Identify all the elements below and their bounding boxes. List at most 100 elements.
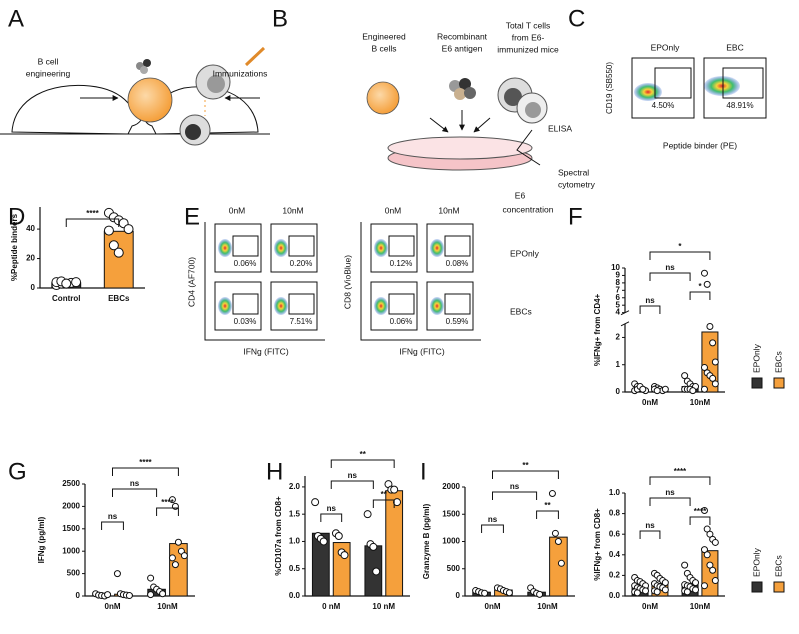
diagram-label: Spectral bbox=[558, 167, 589, 177]
data-point bbox=[369, 542, 378, 551]
diagram-label: from E6- bbox=[512, 32, 545, 42]
flow-row-label: EBCs bbox=[510, 306, 532, 316]
flow-e: 0nM 10nM 0nM 10nM E6 concentration EPOnl… bbox=[186, 190, 554, 356]
gate-percent: 0.20% bbox=[290, 259, 313, 268]
axis-label: CD4 (AF700) bbox=[186, 257, 196, 307]
y-tick-label: 5 bbox=[616, 300, 621, 309]
significance-bracket bbox=[101, 521, 124, 530]
significance-label: **** bbox=[139, 458, 152, 467]
significance-bracket bbox=[330, 459, 395, 468]
data-point bbox=[103, 225, 114, 236]
significance-label: ns bbox=[488, 515, 498, 524]
bar bbox=[701, 550, 719, 597]
data-point bbox=[692, 579, 700, 587]
y-tick-label: 0 bbox=[456, 591, 461, 600]
y-tick-label: 2000 bbox=[62, 502, 80, 511]
flow-column-label: 10nM bbox=[438, 205, 459, 215]
y-tick-label: 2000 bbox=[442, 482, 460, 491]
y-tick-label: 9 bbox=[616, 271, 621, 280]
data-point bbox=[536, 590, 544, 598]
diagram-label: immunized mice bbox=[497, 44, 559, 54]
y-tick-label: 1.0 bbox=[289, 537, 301, 546]
x-tick-label: 10 nM bbox=[372, 602, 395, 611]
y-tick-label: 0.2 bbox=[609, 571, 621, 580]
gate-percent: 0.06% bbox=[234, 259, 257, 268]
legend-label: EBCs bbox=[773, 351, 783, 373]
significance-label: ns bbox=[130, 479, 140, 488]
data-point bbox=[642, 587, 650, 595]
data-point bbox=[703, 551, 711, 559]
significance-label: ns bbox=[108, 512, 118, 521]
data-point bbox=[311, 498, 320, 507]
significance-bracket bbox=[639, 530, 661, 539]
y-tick-label: 4 bbox=[616, 308, 621, 317]
y-tick-label: 1.5 bbox=[289, 509, 301, 518]
data-point bbox=[653, 588, 661, 596]
flow-gate bbox=[444, 235, 471, 257]
diagram-label: cytometry bbox=[558, 179, 596, 189]
y-tick-label: 0.0 bbox=[289, 591, 301, 600]
significance-bracket bbox=[649, 476, 711, 485]
significance-label: ns bbox=[645, 296, 655, 305]
significance-bracket bbox=[372, 499, 395, 508]
data-point bbox=[661, 385, 669, 393]
gate-percent: 4.50% bbox=[652, 101, 675, 110]
significance-bracket bbox=[156, 507, 179, 516]
y-tick-label: 2500 bbox=[62, 479, 80, 488]
flow-density bbox=[218, 297, 232, 315]
x-tick-label: 0 nM bbox=[322, 602, 341, 611]
y-tick-label: 0.6 bbox=[609, 529, 621, 538]
data-point bbox=[108, 240, 119, 251]
flow-row-label: EPOnly bbox=[510, 248, 540, 258]
data-point bbox=[709, 339, 717, 347]
data-point bbox=[168, 496, 176, 504]
diagram-label: Recombinant bbox=[437, 31, 488, 41]
data-point bbox=[174, 538, 182, 546]
flow-column-label: 0nM bbox=[229, 205, 246, 215]
diagram-label: Total T cells bbox=[506, 20, 551, 30]
flow-gate bbox=[288, 293, 315, 315]
significance-label: **** bbox=[674, 467, 687, 476]
x-tick-label: 0nM bbox=[642, 602, 658, 611]
significance-bracket bbox=[330, 480, 374, 489]
data-point bbox=[481, 589, 489, 597]
data-point bbox=[372, 567, 381, 576]
data-point bbox=[551, 529, 559, 537]
data-point bbox=[700, 363, 708, 371]
y-tick-label: 1500 bbox=[62, 524, 80, 533]
flow-column-label: EBC bbox=[726, 42, 743, 52]
flow-column-label: 0nM bbox=[385, 205, 402, 215]
data-point bbox=[711, 358, 719, 366]
flow-gate bbox=[232, 235, 259, 257]
data-point bbox=[159, 590, 167, 598]
y-tick-label: 6 bbox=[616, 293, 621, 302]
x-tick-label: 10nM bbox=[537, 602, 558, 611]
data-point bbox=[104, 591, 112, 599]
flow-density bbox=[374, 297, 388, 315]
data-point bbox=[711, 538, 719, 546]
y-tick-label: 10 bbox=[611, 263, 620, 272]
y-axis-label: IFNg (pg/ml) bbox=[37, 516, 46, 563]
data-point bbox=[703, 280, 711, 288]
y-axis-label: Granzyme B (pg/ml) bbox=[422, 503, 431, 579]
significance-label: ** bbox=[381, 490, 388, 499]
y-tick-label: 500 bbox=[447, 564, 461, 573]
gate-percent: 7.51% bbox=[290, 317, 313, 326]
diagram-a: B cell engineering Immunizations bbox=[0, 46, 270, 146]
flow-gate bbox=[388, 235, 415, 257]
gate-percent: 0.08% bbox=[446, 259, 469, 268]
flow-gate bbox=[444, 293, 471, 315]
data-point bbox=[700, 507, 708, 515]
gate-percent: 0.12% bbox=[390, 259, 413, 268]
y-tick-label: 1.0 bbox=[609, 488, 621, 497]
significance-label: ** bbox=[522, 461, 529, 470]
data-point bbox=[363, 510, 372, 519]
flow-c: EPOnly EBC 4.50% 48.91% CD19 (SB550) Pep… bbox=[605, 42, 767, 150]
significance-bracket bbox=[639, 305, 661, 314]
significance-bracket bbox=[492, 470, 559, 479]
diagram-label: Engineered bbox=[362, 31, 406, 41]
y-tick-label: 20 bbox=[26, 254, 35, 263]
flow-density bbox=[218, 239, 232, 257]
